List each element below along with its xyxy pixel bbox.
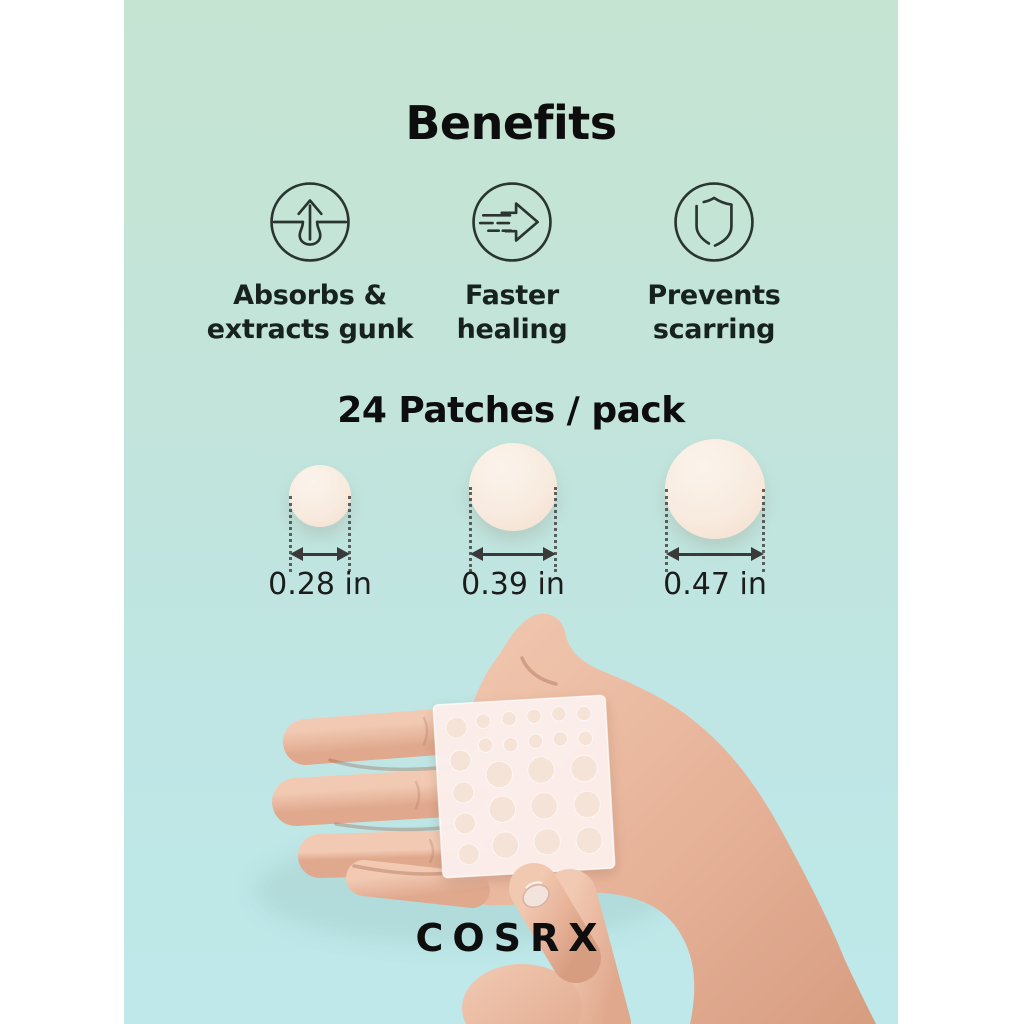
patch-dots [445, 705, 603, 866]
benefits-heading: Benefits [405, 96, 617, 150]
patch-dot [501, 711, 517, 727]
patch-dot [445, 716, 468, 739]
benefit-label-healing: Faster healing [387, 279, 637, 348]
measure-dotted-line [289, 496, 292, 572]
measure-dotted-line [554, 487, 557, 572]
patch-dot [477, 737, 494, 753]
patch-dot [502, 737, 519, 753]
measure-arrow [666, 547, 764, 561]
shield-icon [673, 181, 755, 263]
patch-dot [575, 826, 603, 855]
brand-logo: COSRX [415, 916, 607, 960]
measure-dotted-line [665, 489, 668, 572]
benefit-label-line: healing [456, 314, 568, 346]
patch-size-circle-medium [469, 443, 557, 531]
patch-dot [454, 812, 477, 835]
measure-arrow [290, 547, 350, 561]
benefit-label-line: Prevents [647, 280, 781, 311]
patch-dot [577, 730, 594, 747]
patch-dot [551, 706, 567, 722]
benefit-label-line: scarring [652, 314, 776, 346]
measure-guide-large [665, 489, 765, 572]
measure-dotted-line [348, 496, 351, 572]
patch-dot [488, 795, 517, 823]
benefit-label-line: extracts gunk [206, 314, 414, 346]
measure-dotted-line [762, 489, 765, 572]
measure-guide-small [289, 496, 351, 572]
patch-sheet [432, 694, 616, 879]
size-label-small: 0.28 in [268, 567, 372, 602]
patch-dot [527, 756, 555, 784]
product-photo [254, 613, 876, 1024]
patch-dot [533, 828, 561, 856]
fast-healing-icon [471, 181, 553, 263]
patch-dot [485, 760, 513, 789]
pack-heading: 24 Patches / pack [337, 390, 685, 431]
measure-dotted-line [469, 487, 472, 572]
benefit-label-line: Faster [465, 280, 559, 311]
patch-dot [452, 781, 475, 804]
measure-guide-medium [469, 487, 557, 572]
patch-dot [552, 731, 569, 747]
benefit-label-scarring: Prevents scarring [589, 279, 839, 348]
patch-dot [573, 790, 601, 819]
size-label-large: 0.47 in [663, 567, 767, 602]
patch-dot [457, 843, 480, 866]
patch-dot [475, 713, 491, 729]
right-hand [462, 863, 631, 1024]
patch-dot [526, 708, 542, 725]
patch-dot [527, 733, 544, 749]
patch-size-circle-small [289, 465, 351, 527]
measure-arrow [470, 547, 556, 561]
size-label-medium: 0.39 in [461, 567, 565, 602]
thumb-nail [522, 884, 550, 908]
patch-dot [491, 831, 520, 859]
benefit-label-absorbs: Absorbs & extracts gunk [185, 279, 435, 348]
patch-dot [449, 749, 472, 772]
absorb-extract-icon [269, 181, 351, 263]
benefit-label-line: Absorbs & [233, 280, 387, 311]
patch-size-circle-large [665, 439, 765, 539]
patch-dot [576, 705, 592, 722]
image-content-area: Benefits [124, 0, 898, 1024]
patch-dot [530, 792, 558, 820]
patch-dot [570, 754, 598, 783]
